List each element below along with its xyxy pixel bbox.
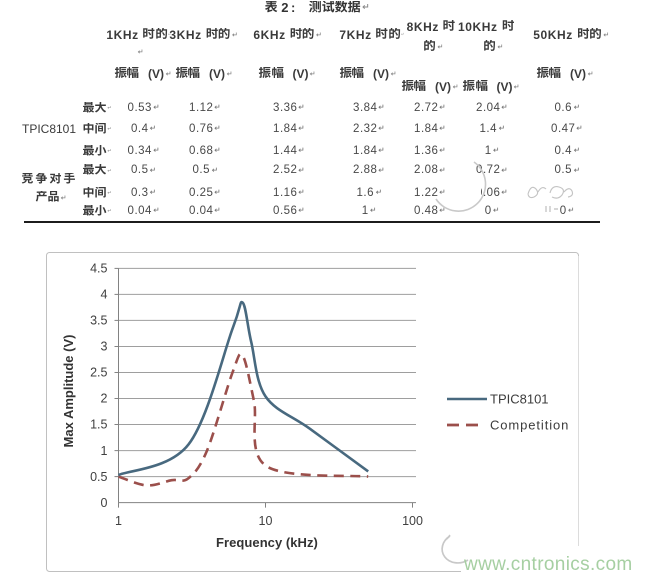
svg-text:4.5: 4.5 [90,262,107,276]
svg-text:2.5: 2.5 [90,366,107,380]
svg-text:2: 2 [101,392,108,406]
svg-text:Frequency (kHz): Frequency (kHz) [216,535,318,550]
svg-text:10: 10 [259,514,273,528]
svg-text:100: 100 [402,514,423,528]
svg-text:3.5: 3.5 [90,314,107,328]
svg-text:1.5: 1.5 [90,418,107,432]
svg-text:Competition: Competition [490,418,569,433]
svg-text:TPIC8101: TPIC8101 [490,392,549,407]
svg-text:1: 1 [101,444,108,458]
svg-text:4: 4 [101,288,108,302]
svg-text:0.5: 0.5 [90,470,107,484]
svg-text:1: 1 [115,514,122,528]
svg-text:0: 0 [101,496,108,510]
svg-text:Max Amplitude (V): Max Amplitude (V) [61,335,76,448]
svg-text:3: 3 [101,340,108,354]
